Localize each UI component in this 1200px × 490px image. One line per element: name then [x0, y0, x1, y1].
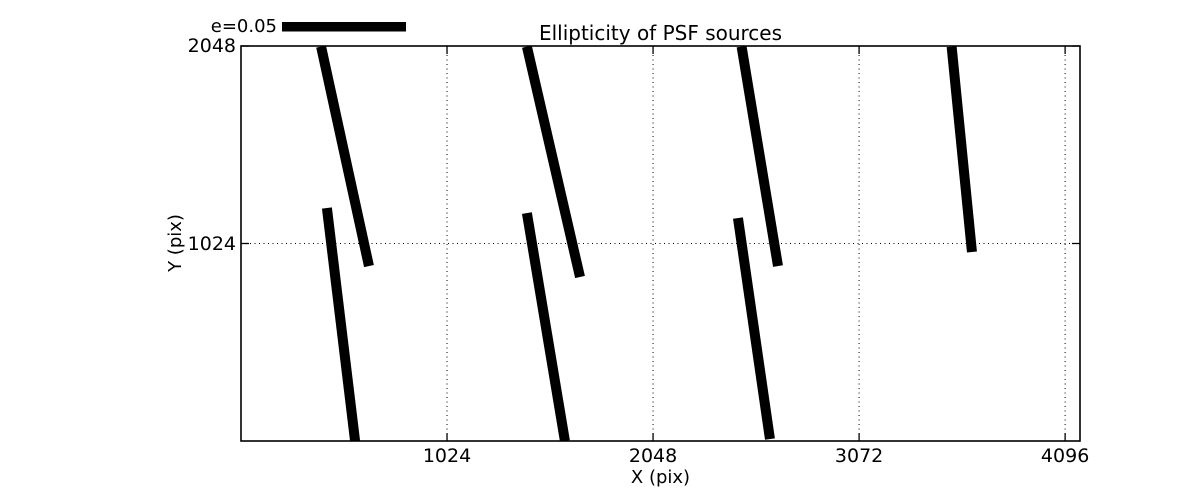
y-axis-label: Y (pix)	[165, 214, 186, 272]
whisker-group	[316, 46, 977, 441]
x-tick-label: 4096	[1040, 445, 1090, 467]
psf-whisker	[522, 46, 585, 279]
x-tick-label: 2048	[628, 445, 678, 467]
legend-key-bar	[282, 22, 406, 32]
x-tick-label: 1024	[422, 445, 472, 467]
psf-whisker	[733, 217, 775, 440]
plot-frame	[240, 45, 1081, 442]
x-tick-label: 3072	[834, 445, 884, 467]
psf-whisker	[321, 207, 361, 441]
psf-whisker	[316, 46, 374, 268]
x-axis-label: X (pix)	[630, 467, 691, 488]
chart-title: Ellipticity of PSF sources	[538, 21, 783, 45]
legend-label: e=0.05	[210, 16, 277, 37]
y-tick-label: 1024	[187, 232, 236, 255]
y-tick-label: 2048	[187, 35, 236, 57]
psf-whisker	[736, 46, 783, 267]
psf-whisker	[521, 212, 570, 441]
psf-whisker	[946, 46, 977, 253]
